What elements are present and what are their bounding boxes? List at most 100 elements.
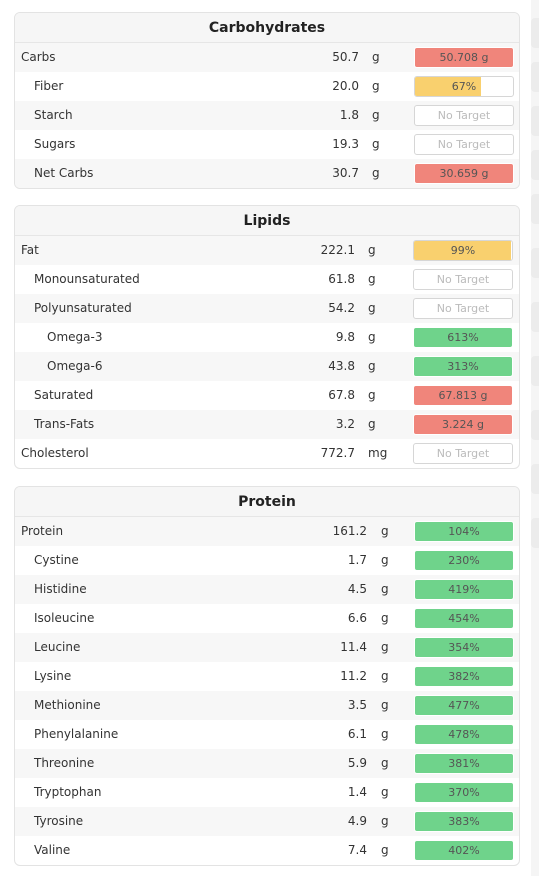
target-progress-bar: 454% — [414, 608, 514, 629]
target-progress-label: 354% — [448, 641, 480, 654]
nutrient-row[interactable]: Fat 222.1 g 99% — [15, 236, 519, 265]
nutrient-row[interactable]: Trans-Fats 3.2 g 3.224 g — [15, 410, 519, 439]
protein-header: Protein — [15, 487, 519, 517]
nutrient-unit: g — [381, 698, 389, 712]
nutrient-row[interactable]: Histidine 4.5 g 419% — [15, 575, 519, 604]
nutrient-amount: 5.9 — [347, 756, 367, 770]
target-progress-bar: No Target — [413, 443, 513, 464]
nutrient-unit: g — [381, 843, 389, 857]
target-progress-bar: 313% — [413, 356, 513, 377]
target-progress-fill — [414, 415, 512, 434]
target-progress-fill — [415, 522, 513, 541]
nutrient-name: Phenylalanine — [34, 727, 119, 741]
nutrient-name: Monounsaturated — [34, 272, 140, 286]
nutrient-unit: g — [368, 330, 376, 344]
nutrient-row[interactable]: Cystine 1.7 g 230% — [15, 546, 519, 575]
nutrient-row[interactable]: Starch 1.8 g No Target — [15, 101, 519, 130]
target-progress-label: 67.813 g — [438, 389, 488, 402]
target-progress-bar: 99% — [413, 240, 513, 261]
nutrient-unit: g — [368, 272, 376, 286]
nutrient-unit: mg — [368, 446, 388, 460]
target-progress-label: 99% — [450, 244, 476, 257]
nutrient-unit: g — [381, 640, 389, 654]
nutrient-name: Protein — [21, 524, 64, 538]
nutrient-name: Tyrosine — [34, 814, 84, 828]
nutrient-amount: 772.7 — [320, 446, 355, 460]
nutrient-amount: 6.1 — [347, 727, 367, 741]
nutrient-row[interactable]: Threonine 5.9 g 381% — [15, 749, 519, 778]
target-progress-bar: 67.813 g — [413, 385, 513, 406]
target-progress-label: No Target — [436, 302, 490, 315]
nutrient-row[interactable]: Omega-3 9.8 g 613% — [15, 323, 519, 352]
nutrient-unit: g — [381, 669, 389, 683]
target-progress-bar: No Target — [413, 269, 513, 290]
nutrient-amount: 11.2 — [340, 669, 367, 683]
target-progress-fill — [415, 667, 513, 686]
target-progress-bar: 3.224 g — [413, 414, 513, 435]
nutrient-unit: g — [368, 359, 376, 373]
nutrient-unit: g — [381, 814, 389, 828]
nutrient-name: Isoleucine — [34, 611, 95, 625]
nutrient-amount: 1.7 — [347, 553, 367, 567]
nutrient-name: Cholesterol — [21, 446, 89, 460]
target-progress-label: No Target — [436, 447, 490, 460]
nutrient-amount: 3.2 — [335, 417, 355, 431]
nutrient-row[interactable]: Net Carbs 30.7 g 30.659 g — [15, 159, 519, 188]
nutrient-row[interactable]: Carbs 50.7 g 50.708 g — [15, 43, 519, 72]
nutrient-unit: g — [372, 79, 380, 93]
nutrient-row[interactable]: Lysine 11.2 g 382% — [15, 662, 519, 691]
nutrient-row[interactable]: Protein 161.2 g 104% — [15, 517, 519, 546]
nutrient-amount: 3.5 — [347, 698, 367, 712]
target-progress-label: 67% — [451, 80, 477, 93]
target-progress-fill — [415, 696, 513, 715]
nutrient-name: Omega-3 — [47, 330, 103, 344]
nutrient-row[interactable]: Leucine 11.4 g 354% — [15, 633, 519, 662]
nutrient-row[interactable]: Sugars 19.3 g No Target — [15, 130, 519, 159]
target-progress-bar: 382% — [414, 666, 514, 687]
target-progress-bar: 381% — [414, 753, 514, 774]
nutrient-name: Fat — [21, 243, 39, 257]
target-progress-fill — [415, 841, 513, 860]
target-progress-label: No Target — [437, 138, 491, 151]
nutrient-row[interactable]: Omega-6 43.8 g 313% — [15, 352, 519, 381]
nutrient-row[interactable]: Cholesterol 772.7 mg No Target — [15, 439, 519, 468]
nutrient-unit: g — [372, 137, 380, 151]
nutrient-row[interactable]: Fiber 20.0 g 67% — [15, 72, 519, 101]
nutrient-row[interactable]: Isoleucine 6.6 g 454% — [15, 604, 519, 633]
nutrient-row[interactable]: Phenylalanine 6.1 g 478% — [15, 720, 519, 749]
target-progress-bar: 477% — [414, 695, 514, 716]
nutrient-row[interactable]: Methionine 3.5 g 477% — [15, 691, 519, 720]
nutrient-amount: 61.8 — [328, 272, 355, 286]
nutrient-row[interactable]: Monounsaturated 61.8 g No Target — [15, 265, 519, 294]
nutrient-name: Histidine — [34, 582, 87, 596]
target-progress-bar: 419% — [414, 579, 514, 600]
target-progress-label: 230% — [448, 554, 480, 567]
nutrient-row[interactable]: Tyrosine 4.9 g 383% — [15, 807, 519, 836]
target-progress-fill — [415, 783, 513, 802]
target-progress-bar: No Target — [414, 134, 514, 155]
target-progress-label: 313% — [447, 360, 479, 373]
nutrient-amount: 43.8 — [328, 359, 355, 373]
target-progress-bar: 30.659 g — [414, 163, 514, 184]
target-progress-fill — [415, 725, 513, 744]
nutrient-row[interactable]: Valine 7.4 g 402% — [15, 836, 519, 865]
target-progress-bar: 613% — [413, 327, 513, 348]
target-progress-fill — [415, 638, 513, 657]
target-progress-fill — [415, 580, 513, 599]
carbohydrates-panel: Carbohydrates Carbs 50.7 g 50.708 g Fiber 20.0… — [14, 12, 520, 189]
carbohydrates-header: Carbohydrates — [15, 13, 519, 43]
target-progress-label: 383% — [448, 815, 480, 828]
nutrient-row[interactable]: Saturated 67.8 g 67.813 g — [15, 381, 519, 410]
target-progress-label: 382% — [448, 670, 480, 683]
nutrient-unit: g — [372, 108, 380, 122]
nutrient-amount: 54.2 — [328, 301, 355, 315]
target-progress-bar: 370% — [414, 782, 514, 803]
nutrient-amount: 4.9 — [347, 814, 367, 828]
nutrient-unit: g — [368, 243, 376, 257]
target-progress-label: No Target — [437, 109, 491, 122]
nutrient-row[interactable]: Tryptophan 1.4 g 370% — [15, 778, 519, 807]
nutrient-row[interactable]: Polyunsaturated 54.2 g No Target — [15, 294, 519, 323]
target-progress-label: 104% — [448, 525, 480, 538]
nutrient-name: Carbs — [21, 50, 56, 64]
target-progress-label: 454% — [448, 612, 480, 625]
